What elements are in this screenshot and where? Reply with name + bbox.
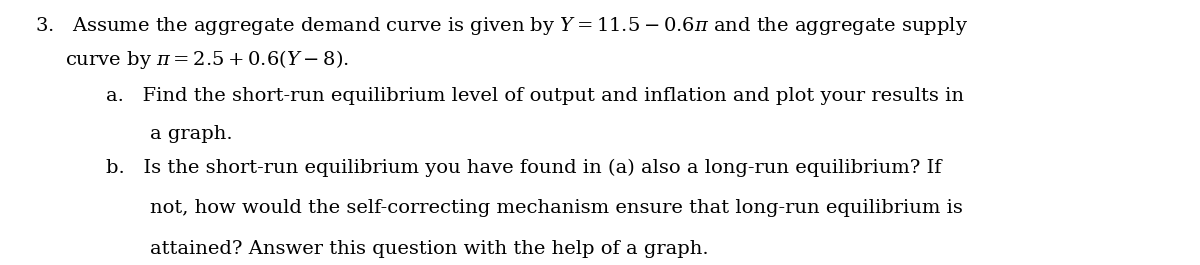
Text: b.   Is the short-run equilibrium you have found in (a) also a long-run equilibr: b. Is the short-run equilibrium you have… (106, 159, 941, 177)
Text: a.   Find the short-run equilibrium level of output and inflation and plot your : a. Find the short-run equilibrium level … (106, 87, 964, 105)
Text: a graph.: a graph. (150, 125, 233, 143)
Text: not, how would the self-correcting mechanism ensure that long-run equilibrium is: not, how would the self-correcting mecha… (150, 199, 962, 217)
Text: curve by $\pi = 2.5 + 0.6(Y - 8)$.: curve by $\pi = 2.5 + 0.6(Y - 8)$. (65, 48, 349, 71)
Text: 3.   Assume the aggregate demand curve is given by $Y = 11.5 - 0.6\pi$ and the a: 3. Assume the aggregate demand curve is … (35, 15, 968, 37)
Text: attained? Answer this question with the help of a graph.: attained? Answer this question with the … (150, 240, 709, 258)
